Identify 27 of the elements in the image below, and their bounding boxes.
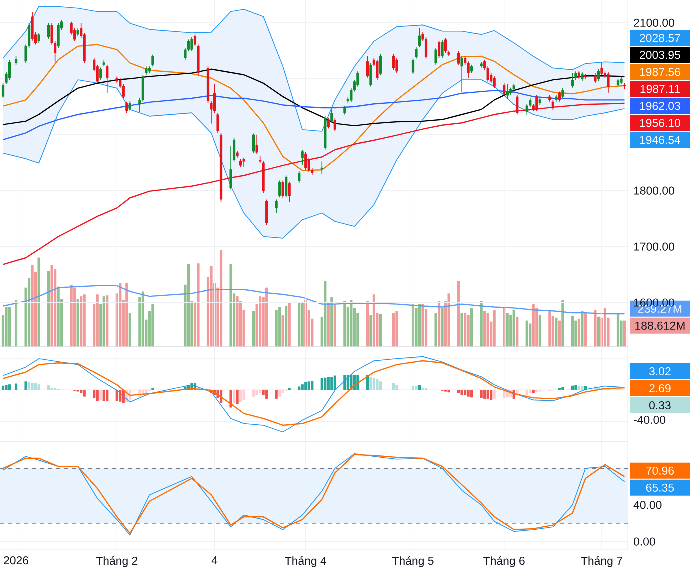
x-tick-label: Tháng 4: [285, 556, 327, 568]
y-tick-label: 1600.00: [634, 298, 674, 307]
annotation: 188.612M: [636, 322, 685, 330]
annotation: 1946.54: [640, 136, 681, 144]
annotation: 2.69: [650, 384, 671, 393]
annotation: 2028.57: [640, 34, 680, 42]
annotation: 1987.11: [640, 85, 680, 94]
x-tick-label: Tháng 7: [581, 556, 622, 568]
annotation: 3.02: [649, 367, 671, 376]
y-tick-label: 1800.00: [634, 186, 674, 195]
annotation: 0.33: [650, 401, 671, 410]
annotation: 1956.10: [640, 119, 680, 128]
y-tick-label: 2100.00: [634, 18, 674, 27]
y-tick-label: 40.00: [634, 501, 662, 510]
y-tick-label: 1700.00: [634, 242, 674, 251]
annotation: 1962.03: [640, 102, 680, 110]
x-tick-label: Tháng 6: [484, 556, 525, 568]
annotation: 70.96: [646, 466, 674, 475]
text: -40.00: [634, 416, 666, 424]
x-tick-label: Tháng 2: [96, 556, 138, 568]
y-tick-label: 0.00: [634, 538, 656, 546]
x-tick-label: Tháng 5: [392, 556, 434, 568]
annotation: 2003.95: [640, 51, 680, 60]
annotation: 65.35: [646, 484, 674, 492]
annotation: 1987.56: [640, 68, 680, 76]
x-tick-label: 4: [212, 556, 218, 564]
x-tick-label: 2026: [4, 556, 28, 565]
